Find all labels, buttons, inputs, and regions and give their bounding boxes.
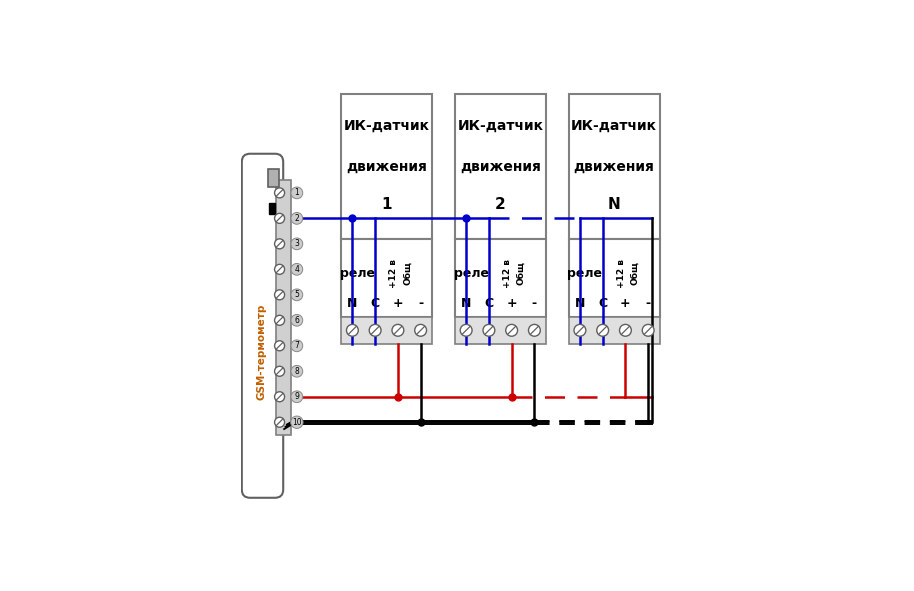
Circle shape (461, 324, 472, 336)
Text: +12 в: +12 в (617, 259, 626, 288)
Circle shape (415, 324, 427, 336)
Circle shape (274, 239, 284, 249)
Text: 9: 9 (294, 392, 299, 401)
Text: Общ: Общ (403, 261, 412, 285)
Text: N: N (461, 297, 472, 310)
Text: реле: реле (453, 267, 489, 280)
Text: реле: реле (340, 267, 375, 280)
Text: +12 в: +12 в (503, 259, 512, 288)
Circle shape (620, 324, 632, 336)
Circle shape (274, 188, 284, 198)
Circle shape (643, 324, 654, 336)
Circle shape (274, 213, 284, 223)
Text: ИК-датчик: ИК-датчик (571, 119, 657, 133)
Circle shape (274, 366, 284, 376)
Circle shape (274, 417, 284, 427)
Circle shape (274, 264, 284, 274)
Bar (341, 93, 432, 239)
Text: 8: 8 (294, 367, 299, 376)
Text: Общ: Общ (631, 261, 640, 285)
Bar (569, 317, 660, 344)
Text: Общ: Общ (516, 261, 526, 285)
FancyBboxPatch shape (242, 154, 283, 498)
Bar (268, 169, 280, 187)
Bar (455, 239, 546, 317)
Circle shape (274, 290, 284, 300)
Text: 5: 5 (294, 290, 299, 299)
Text: 2: 2 (294, 214, 299, 223)
Circle shape (274, 392, 284, 402)
Text: -: - (532, 297, 537, 310)
Text: +: + (506, 297, 517, 310)
Text: C: C (598, 297, 607, 310)
Circle shape (597, 324, 609, 336)
Bar (276, 180, 291, 435)
Text: 6: 6 (294, 316, 299, 325)
Circle shape (346, 324, 358, 336)
Text: 1: 1 (294, 189, 299, 197)
Bar (569, 93, 660, 239)
Circle shape (505, 324, 517, 336)
Text: N: N (575, 297, 585, 310)
Text: ИК-датчик: ИК-датчик (344, 119, 430, 133)
Circle shape (369, 324, 381, 336)
Text: реле: реле (568, 267, 602, 280)
Bar (455, 93, 546, 239)
Text: 4: 4 (294, 265, 299, 274)
Circle shape (274, 315, 284, 325)
Text: движения: движения (574, 160, 654, 174)
Text: 7: 7 (294, 341, 299, 350)
Text: +: + (620, 297, 631, 310)
Text: +: + (393, 297, 403, 310)
Text: ИК-датчик: ИК-датчик (457, 119, 543, 133)
Text: движения: движения (460, 160, 541, 174)
Bar (269, 203, 275, 215)
Text: C: C (370, 297, 379, 310)
Text: 1: 1 (381, 197, 392, 212)
Text: N: N (608, 197, 621, 212)
Text: GSM-термометр: GSM-термометр (256, 304, 266, 400)
Text: 10: 10 (292, 418, 302, 427)
Circle shape (483, 324, 494, 336)
Circle shape (274, 341, 284, 351)
Text: 3: 3 (294, 239, 299, 248)
Circle shape (392, 324, 404, 336)
Bar (341, 317, 432, 344)
Circle shape (528, 324, 540, 336)
Circle shape (574, 324, 586, 336)
Text: 2: 2 (494, 197, 505, 212)
Bar (569, 239, 660, 317)
Bar (341, 239, 432, 317)
Text: +12 в: +12 в (389, 259, 399, 288)
Text: движения: движения (346, 160, 427, 174)
Text: N: N (347, 297, 357, 310)
Text: -: - (418, 297, 423, 310)
Text: C: C (484, 297, 494, 310)
Text: -: - (645, 297, 651, 310)
Bar (455, 317, 546, 344)
